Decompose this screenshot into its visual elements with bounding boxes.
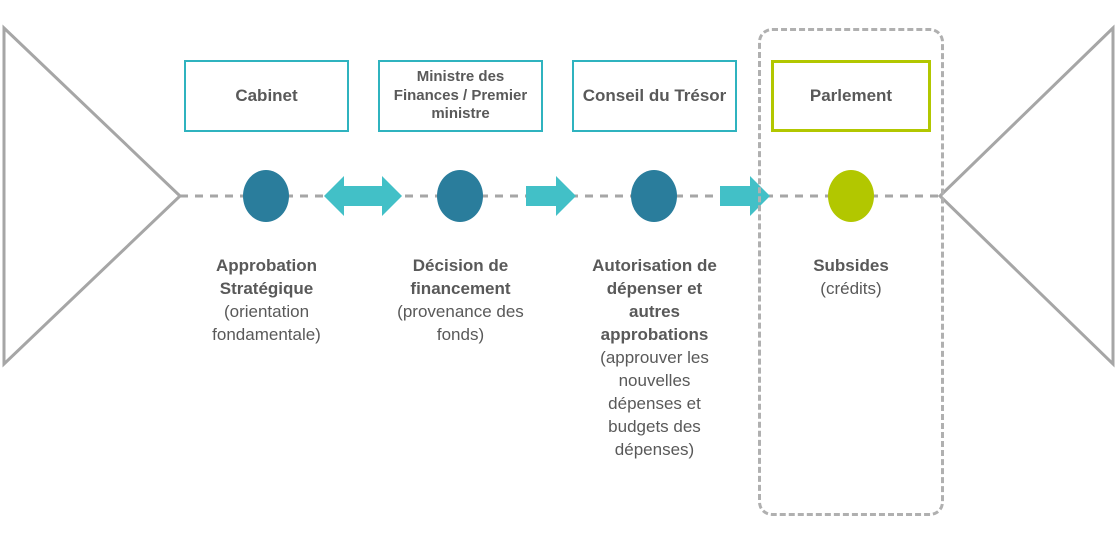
desc-finances: Décision de financement (provenance des … [378,255,543,347]
box-finances: Ministre des Finances / Premier ministre [378,60,543,132]
desc-finances-sub: (provenance des fonds) [397,302,524,344]
connector-layer [0,0,1115,540]
desc-parlement: Subsides (crédits) [771,255,931,301]
desc-cabinet-sub: (orientation fondamentale) [212,302,321,344]
box-parlement: Parlement [771,60,931,132]
node-tresor [631,170,677,222]
node-cabinet [243,170,289,222]
desc-finances-title: Décision de financement [410,256,510,298]
desc-parlement-sub: (crédits) [820,279,881,298]
box-tresor: Conseil du Trésor [572,60,737,132]
box-finances-label: Ministre des Finances / Premier ministre [384,68,537,124]
node-finances [437,170,483,222]
desc-parlement-title: Subsides [813,256,889,275]
desc-tresor-sub: (approuver les nouvelles dépenses et bud… [600,348,709,459]
desc-cabinet: Approbation Stratégique (orientation fon… [184,255,349,347]
desc-cabinet-title: Approbation Stratégique [216,256,317,298]
box-cabinet: Cabinet [184,60,349,132]
diagram-canvas: Cabinet Ministre des Finances / Premier … [0,0,1115,540]
desc-tresor-title: Autorisation de dépenser et autres appro… [592,256,717,344]
desc-tresor: Autorisation de dépenser et autres appro… [582,255,727,461]
box-tresor-label: Conseil du Trésor [583,85,727,106]
node-parlement [828,170,874,222]
box-cabinet-label: Cabinet [235,85,297,106]
box-parlement-label: Parlement [810,85,892,106]
